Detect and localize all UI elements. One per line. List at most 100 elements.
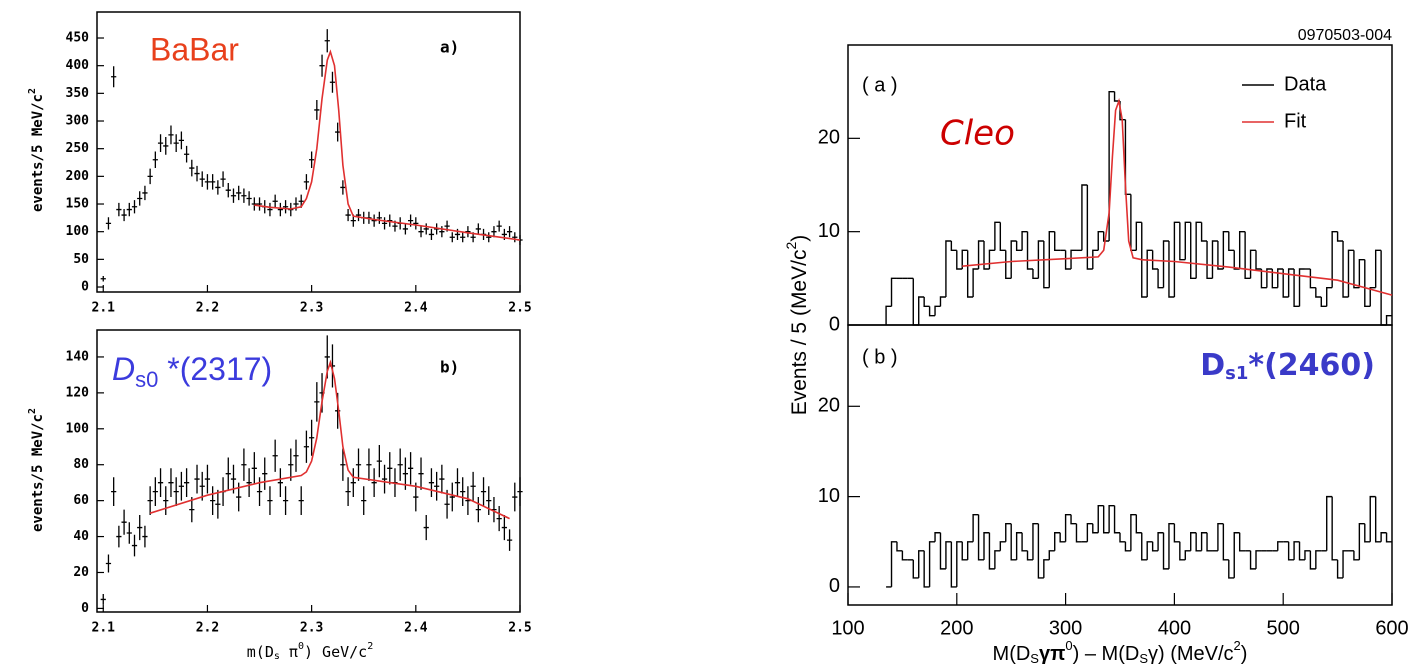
histogram-bin — [961, 541, 968, 561]
data-point — [298, 486, 304, 516]
histogram-bin — [1374, 496, 1382, 543]
histogram-bin — [1146, 541, 1153, 560]
y-axis-label-sup: 2 — [27, 88, 38, 94]
data-point — [293, 439, 299, 472]
histogram-bin — [1200, 222, 1208, 242]
data-point — [105, 217, 112, 230]
data-point — [303, 174, 310, 190]
histogram-bin — [1184, 550, 1191, 560]
data-point — [194, 464, 200, 494]
y-axis-label: events/5 MeV/c2 — [27, 408, 46, 532]
histogram-bin — [1108, 504, 1115, 533]
data-point — [480, 477, 487, 507]
histogram-bin — [1054, 532, 1061, 551]
data-point — [220, 171, 226, 187]
y-axis-label-part: events/5 MeV/c — [30, 94, 46, 212]
data-point — [454, 468, 461, 498]
histogram-bin — [945, 240, 952, 297]
histogram-bin — [1130, 513, 1137, 551]
legend-label: Data — [1284, 73, 1327, 95]
histogram-bin — [890, 277, 897, 307]
histogram-bin — [901, 550, 908, 561]
data-point — [329, 71, 336, 93]
histogram-bin — [1315, 550, 1322, 569]
histogram-bin — [1005, 250, 1012, 280]
histogram-bin — [1271, 269, 1278, 289]
histogram-bin — [1092, 523, 1099, 534]
histogram-bin — [1086, 185, 1093, 270]
data-point — [241, 188, 247, 203]
annotation-part: *(2317) — [158, 351, 272, 387]
histogram-bin — [1380, 532, 1387, 542]
histogram-bin — [1010, 240, 1017, 279]
histogram-bin — [1293, 269, 1300, 308]
histogram-bin — [1217, 523, 1224, 551]
data-point — [267, 486, 273, 516]
data-point — [131, 200, 138, 214]
data-point — [173, 134, 179, 152]
histogram-bin — [1081, 184, 1088, 251]
histogram-bin — [1043, 241, 1050, 289]
histogram-bin — [1162, 532, 1169, 570]
histogram-bin — [1244, 231, 1251, 280]
histogram-bin — [966, 541, 974, 560]
histogram-bin — [1097, 230, 1104, 251]
histogram-bin — [1358, 523, 1365, 560]
histogram-bin — [1135, 221, 1142, 251]
data-point — [183, 145, 190, 163]
histogram-bin — [1200, 532, 1208, 551]
histogram-bin — [1238, 230, 1246, 269]
histogram-bin — [1015, 241, 1023, 252]
y-tick-label: 0 — [81, 280, 89, 295]
data-point — [225, 457, 231, 490]
histogram-bin — [1026, 550, 1033, 561]
y-axis-label: Events / 5 (MeV/c2) — [783, 235, 811, 416]
histogram-bin — [1119, 532, 1126, 543]
data-point — [355, 448, 362, 481]
data-point — [121, 509, 127, 535]
data-point — [501, 515, 507, 541]
histogram-bin — [1168, 241, 1175, 298]
histogram-bin — [1070, 249, 1077, 269]
data-point — [256, 197, 263, 211]
panel-label: a) — [440, 38, 459, 57]
x-axis-label-part: M(D — [993, 643, 1031, 665]
y-tick-label: 10 — [818, 485, 840, 507]
y-tick-label: 20 — [818, 395, 840, 417]
histogram-bin — [999, 222, 1006, 252]
x-axis-label-sup: 2 — [1234, 638, 1241, 653]
data-point — [199, 471, 205, 501]
x-axis-label: m(Ds π0) GeV/c2 — [247, 641, 373, 662]
histogram-bin — [1097, 504, 1104, 533]
x-axis-label-part: π — [280, 643, 298, 661]
histogram-bin — [945, 541, 952, 569]
histogram-bin — [1206, 241, 1213, 280]
data-point — [204, 174, 211, 190]
histogram-bin — [1206, 532, 1213, 552]
data-point — [465, 226, 471, 238]
histogram-bin — [1048, 230, 1055, 288]
histogram-bin — [934, 305, 941, 316]
x-axis-label: M(DSγπ0) – M(DSγ) (MeV/c2) — [993, 638, 1248, 666]
x-axis-label-sup: 0 — [1065, 638, 1072, 653]
histogram-bin — [939, 532, 946, 570]
histogram-bin — [1190, 532, 1197, 551]
histogram-bin — [977, 240, 984, 269]
y-axis-label: events/5 MeV/c2 — [27, 88, 46, 212]
data-point — [236, 185, 242, 201]
data-point — [418, 226, 424, 238]
data-point — [444, 489, 450, 519]
histogram-bin — [1353, 250, 1360, 289]
x-tick-label: 100 — [831, 617, 864, 639]
histogram-bin — [1157, 532, 1164, 551]
data-point — [309, 419, 315, 456]
histogram-bin — [1135, 514, 1142, 534]
histogram-bin — [1179, 222, 1186, 261]
histogram-bin — [1075, 523, 1082, 543]
histogram-bin — [1304, 550, 1311, 560]
histogram-bin — [1113, 505, 1120, 534]
data-point — [387, 452, 393, 485]
histogram-bin — [1151, 541, 1159, 552]
y-axis-label-part: ) — [788, 235, 811, 242]
